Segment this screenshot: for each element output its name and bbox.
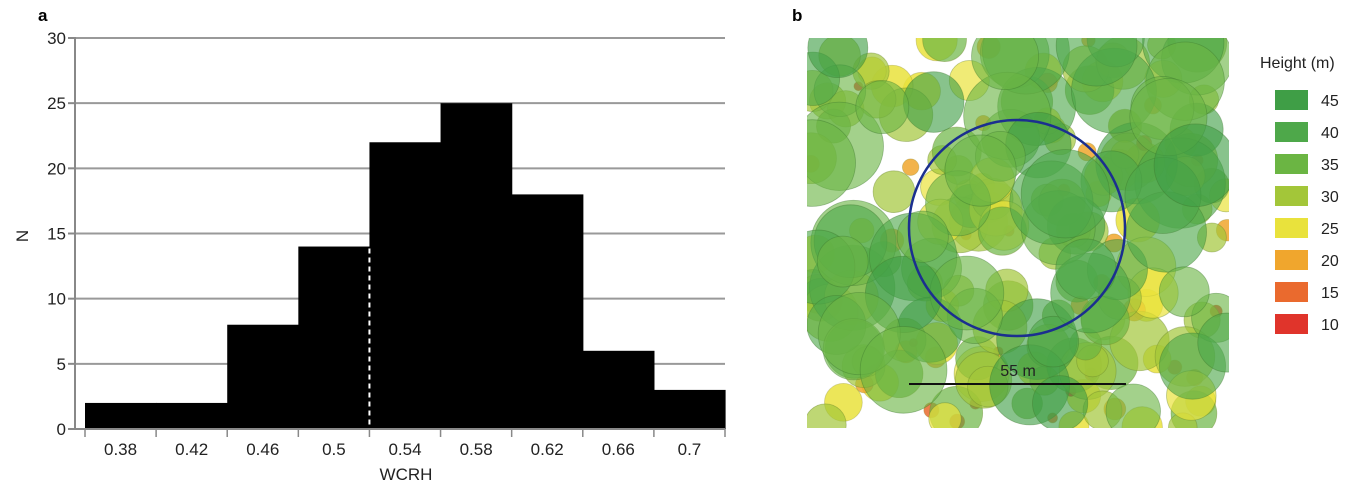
hist-bar xyxy=(156,402,228,429)
panel-letter-a: a xyxy=(38,6,48,25)
y-tick-label: 15 xyxy=(47,225,66,244)
hist-bar xyxy=(582,350,655,429)
x-axis-title: WCRH xyxy=(380,465,433,484)
legend-label: 45 xyxy=(1321,93,1339,110)
y-tick-label: 5 xyxy=(57,355,66,374)
legend-swatch xyxy=(1275,122,1308,142)
y-tick-label: 20 xyxy=(47,159,66,178)
x-tick-label: 0.54 xyxy=(388,440,421,459)
tree-crown xyxy=(1153,123,1229,208)
tree-crown xyxy=(944,134,1017,207)
x-tick-label: 0.62 xyxy=(531,440,564,459)
hist-bar xyxy=(298,246,371,429)
y-tick-label: 10 xyxy=(47,290,66,309)
plot-circle xyxy=(907,118,1127,338)
x-tick-label: 0.5 xyxy=(322,440,346,459)
tree-crown xyxy=(1197,312,1229,373)
hist-x-ticks: 0.38 0.42 0.46 0.5 0.54 0.58 0.62 0.66 0.7 xyxy=(84,429,726,459)
tree-crown xyxy=(807,403,847,428)
tree-crown xyxy=(1020,149,1111,239)
tree-crown xyxy=(1055,238,1117,300)
legend-swatch xyxy=(1275,250,1308,270)
tree-crown xyxy=(1055,38,1138,87)
scale-bar-label: 55 m xyxy=(1000,363,1036,380)
hist-bar xyxy=(440,103,513,430)
tree-crown xyxy=(1032,375,1089,428)
tree-crown xyxy=(807,119,856,207)
hist-y-ticks: 0 5 10 15 20 25 30 xyxy=(47,29,75,439)
legend-swatch xyxy=(1275,154,1308,174)
tree-crown xyxy=(1158,266,1210,318)
y-axis-title: N xyxy=(13,230,32,242)
legend-swatch xyxy=(1275,218,1308,238)
legend-label: 10 xyxy=(1321,317,1339,334)
hist-bar xyxy=(85,402,157,429)
tree-crown xyxy=(816,235,869,288)
tree-crown xyxy=(1105,383,1161,428)
y-tick-label: 30 xyxy=(47,29,66,48)
legend-title: Height (m) xyxy=(1260,55,1335,72)
legend-swatch xyxy=(1275,186,1308,206)
tree-crowns xyxy=(807,38,1229,428)
x-tick-label: 0.7 xyxy=(678,440,702,459)
hist-bar xyxy=(653,389,726,429)
tree-crown xyxy=(859,326,948,414)
hist-bar xyxy=(227,324,299,429)
y-tick-label: 0 xyxy=(57,420,66,439)
x-tick-label: 0.38 xyxy=(104,440,137,459)
legend-swatch xyxy=(1275,282,1308,302)
crown-map-panel: b 55 m Height (m) 45 40 35 30 25 20 15 10 xyxy=(792,6,1339,428)
tree-crown xyxy=(872,170,916,213)
legend-label: 35 xyxy=(1321,157,1339,174)
height-legend: 45 40 35 30 25 20 15 10 xyxy=(1275,90,1339,334)
panel-letter-b: b xyxy=(792,6,802,25)
legend-label: 25 xyxy=(1321,221,1339,238)
y-tick-label: 25 xyxy=(47,94,66,113)
legend-swatch xyxy=(1275,90,1308,110)
hist-bars xyxy=(85,103,726,430)
tree-crown xyxy=(855,80,910,135)
legend-label: 15 xyxy=(1321,285,1339,302)
tree-crown xyxy=(922,38,967,62)
legend-label: 40 xyxy=(1321,125,1339,142)
hist-bar xyxy=(511,194,584,429)
x-tick-label: 0.66 xyxy=(602,440,635,459)
x-tick-label: 0.58 xyxy=(460,440,493,459)
legend-swatch xyxy=(1275,314,1308,334)
tree-crown xyxy=(896,210,949,263)
x-tick-label: 0.46 xyxy=(246,440,279,459)
tree-crown xyxy=(1027,315,1080,368)
legend-label: 20 xyxy=(1321,253,1339,270)
tree-crown xyxy=(902,71,965,133)
tree-crown xyxy=(901,158,920,176)
legend-label: 30 xyxy=(1321,189,1339,206)
hist-bar xyxy=(369,142,442,429)
x-tick-label: 0.42 xyxy=(175,440,208,459)
tree-crown xyxy=(971,38,1040,91)
tree-crown xyxy=(928,402,962,428)
tree-crown xyxy=(807,38,869,79)
